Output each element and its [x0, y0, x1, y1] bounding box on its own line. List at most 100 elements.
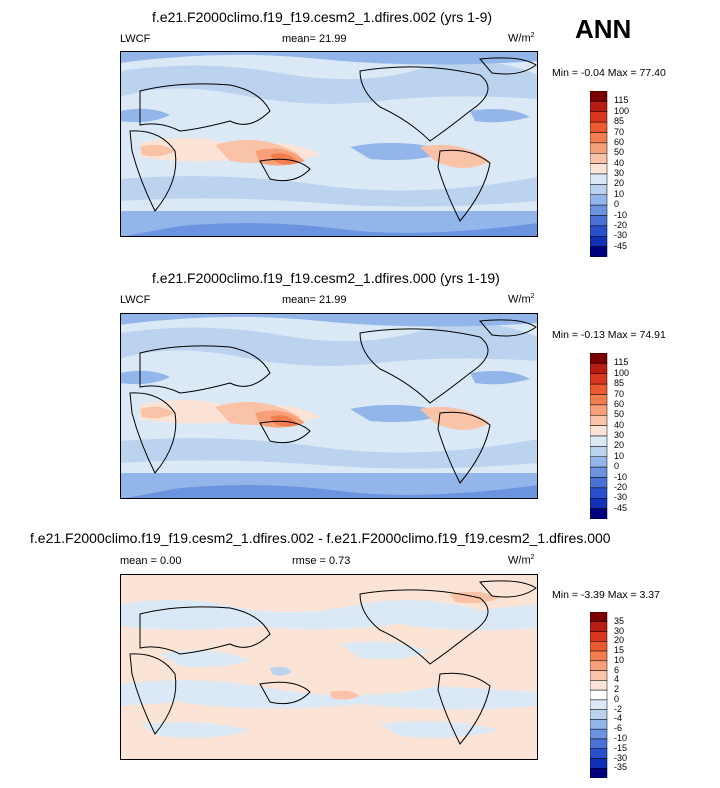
colorbar-box [590, 719, 608, 730]
colorbar-tick-label: 70 [614, 126, 625, 137]
colorbar-tick-label: -15 [614, 742, 628, 753]
panel3-mean-label: mean = 0.00 [120, 555, 182, 567]
colorbar-box [590, 353, 608, 364]
colorbar-box [590, 225, 608, 237]
colorbar-tick-label: 60 [614, 136, 625, 147]
colorbar-box [590, 670, 608, 681]
colorbar-box [590, 425, 608, 437]
colorbar-box [590, 153, 608, 164]
colorbar-box [590, 111, 608, 123]
colorbar-box [590, 446, 608, 458]
colorbar-tick-label: -4 [614, 713, 623, 724]
colorbar-tick-label: 85 [614, 378, 625, 389]
panel3-rmse-label: rmse = 0.73 [292, 555, 351, 567]
colorbar-tick-label: 0 [614, 461, 620, 472]
colorbar-tick-label: -20 [614, 219, 628, 230]
colorbar-box [590, 728, 608, 740]
colorbar-box [590, 184, 608, 196]
panel3-colorbar [590, 612, 608, 778]
colorbar-tick-label: -10 [614, 471, 628, 482]
colorbar-box [590, 121, 608, 133]
panel2-colorbar-boxes [590, 353, 608, 519]
colorbar-tick-label: 100 [614, 105, 630, 116]
colorbar-tick-label: 2 [614, 684, 620, 695]
colorbar-box [590, 758, 608, 769]
panel2-minmax: Min = -0.13 Max = 74.91 [552, 329, 666, 341]
colorbar-box [590, 363, 608, 375]
colorbar-box [590, 456, 608, 468]
colorbar-box [590, 477, 608, 489]
colorbar-tick-label: -45 [614, 502, 628, 513]
colorbar-box [590, 680, 608, 691]
colorbar-tick-label: 85 [614, 116, 625, 127]
colorbar-tick-label: -10 [614, 732, 628, 743]
panel1-title: f.e21.F2000climo.f19_f19.cesm2_1.dfires.… [152, 9, 493, 25]
colorbar-box [590, 612, 608, 623]
colorbar-box [590, 383, 608, 395]
panel2-title: f.e21.F2000climo.f19_f19.cesm2_1.dfires.… [152, 270, 500, 286]
colorbar-tick-label: 30 [614, 430, 625, 440]
panel3-title: f.e21.F2000climo.f19_f19.cesm2_1.dfires.… [30, 530, 611, 546]
colorbar-box [590, 641, 608, 652]
panel3-colorbar-boxes [590, 612, 608, 778]
colorbar-tick-label: -30 [614, 752, 628, 763]
panel2-variable-label: LWCF [120, 294, 151, 306]
colorbar-tick-label: 40 [614, 419, 625, 430]
colorbar-tick-label: 115 [614, 95, 629, 106]
panel1-minmax: Min = -0.04 Max = 77.40 [552, 67, 666, 79]
colorbar-tick-label: 0 [614, 693, 620, 704]
panel1-units: W/m2 [508, 32, 535, 45]
panel1-variable-label: LWCF [120, 33, 151, 45]
colorbar-tick-label: 50 [614, 409, 625, 420]
colorbar-box [590, 699, 608, 710]
colorbar-box [590, 101, 608, 113]
colorbar-box [590, 246, 608, 257]
colorbar-box [590, 204, 608, 216]
colorbar-tick-label: 40 [614, 157, 625, 168]
colorbar-box [590, 650, 608, 662]
panel2-map [120, 313, 538, 499]
colorbar-box [590, 689, 608, 701]
colorbar-box [590, 767, 608, 778]
colorbar-tick-label: 30 [614, 168, 625, 178]
colorbar-tick-label: 50 [614, 147, 625, 158]
colorbar-box [590, 215, 608, 227]
panel1-map [120, 51, 538, 237]
colorbar-box [590, 508, 608, 519]
colorbar-tick-label: 10 [614, 654, 625, 665]
colorbar-box [590, 394, 608, 406]
panel2-units: W/m2 [508, 293, 535, 306]
colorbar-box [590, 91, 608, 102]
colorbar-tick-label: 60 [614, 398, 625, 409]
colorbar-box [590, 404, 608, 416]
colorbar-box [590, 466, 608, 478]
colorbar-tick-label: 35 [614, 615, 625, 626]
colorbar-tick-label: 115 [614, 357, 629, 368]
colorbar-tick-label: -6 [614, 723, 623, 734]
panel2-mean-label: mean= 21.99 [282, 294, 347, 306]
colorbar-tick-label: -30 [614, 492, 628, 503]
colorbar-box [590, 194, 608, 206]
colorbar-tick-label: -20 [614, 481, 628, 492]
colorbar-tick-label: 4 [614, 674, 620, 685]
colorbar-tick-label: -10 [614, 209, 628, 220]
panel3-map [120, 574, 538, 760]
colorbar-tick-label: 15 [614, 645, 625, 656]
colorbar-box [590, 621, 608, 632]
colorbar-tick-label: 20 [614, 178, 625, 189]
colorbar-box [590, 487, 608, 499]
colorbar-tick-label: 10 [614, 450, 625, 461]
colorbar-box [590, 738, 608, 749]
panel3-minmax: Min = -3.39 Max = 3.37 [552, 589, 660, 601]
colorbar-box [590, 373, 608, 385]
colorbar-box [590, 660, 608, 671]
colorbar-tick-label: 10 [614, 188, 625, 199]
colorbar-box [590, 173, 608, 185]
panel3-units: W/m2 [508, 554, 535, 567]
colorbar-box [590, 435, 608, 447]
panel1-colorbar [590, 91, 608, 257]
colorbar-tick-label: -2 [614, 703, 623, 714]
colorbar-tick-label: 20 [614, 440, 625, 451]
panel1-mean-label: mean= 21.99 [282, 33, 347, 45]
colorbar-tick-label: -35 [614, 762, 628, 773]
